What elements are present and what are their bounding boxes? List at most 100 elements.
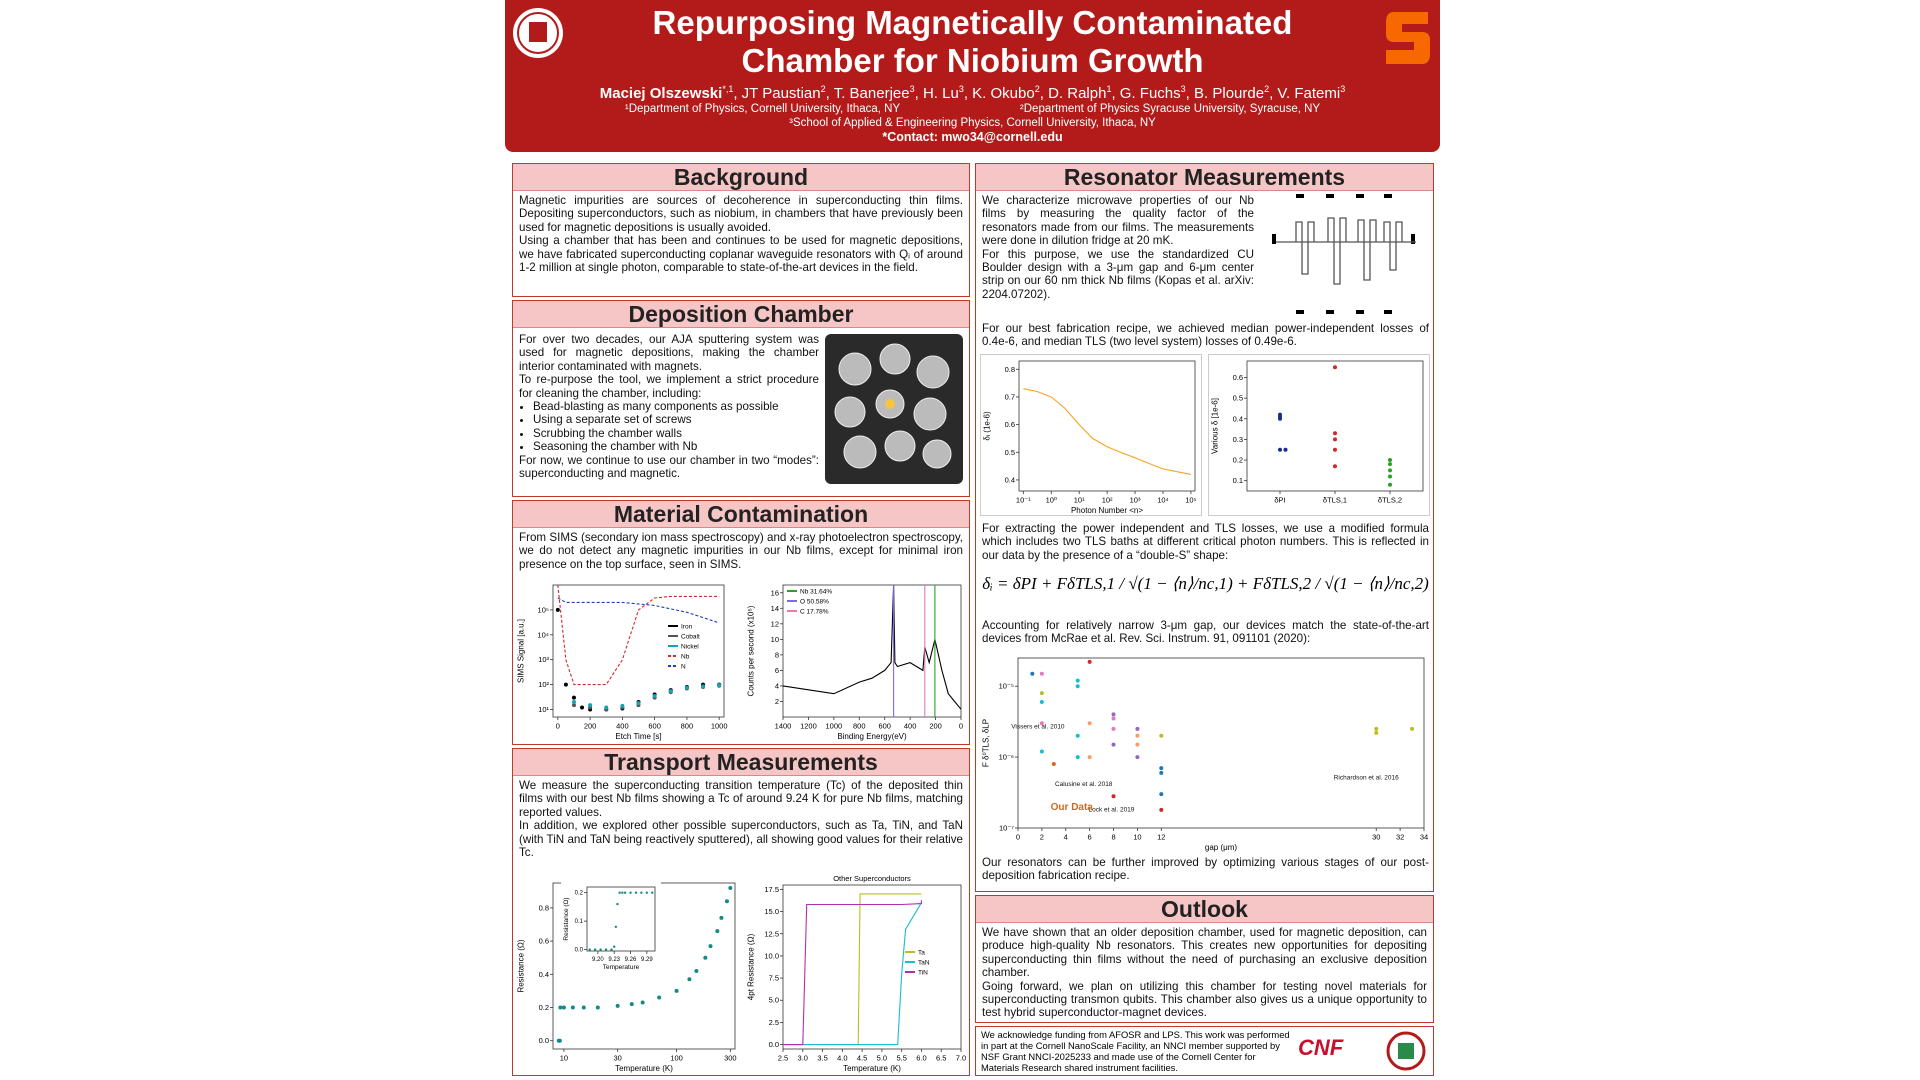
y-axis-label: 4pt Resistance (Ω) [747,933,756,1000]
cnf-logo: CNF [1298,1035,1344,1060]
x-tick-label: 10⁵ [1185,496,1196,505]
paragraph: To re-purpose the tool, we implement a s… [519,373,819,400]
x-tick-label: 4.0 [837,1054,847,1063]
affiliation: ²Department of Physics Syracuse Universi… [1019,103,1321,115]
x-tick-label: 3.0 [798,1054,808,1063]
point [634,891,638,894]
point [1111,726,1116,731]
point [1159,766,1164,771]
x-tick-label: δTLS,1 [1323,496,1347,505]
y-tick-label: 0.4 [1233,414,1243,423]
legend-label: Iron [681,624,693,631]
point [724,899,729,904]
paragraph: From SIMS (secondary ion mass spectrosco… [519,531,963,571]
y-tick-label: 0.8 [1005,365,1015,374]
x-tick-label: 4 [1064,833,1068,842]
y-tick-label: 4 [775,681,779,690]
author-sup: 2 [820,84,826,94]
y-tick-label: 0.6 [1233,373,1243,382]
point [687,977,692,982]
point [1087,659,1092,664]
point [561,1005,566,1010]
point [1135,726,1140,731]
material-section: Material Contamination From SIMS (second… [512,500,970,745]
plot: 0 2 4 6 8 10 12 30 32 34 10⁻⁷ 10⁻⁶ 10⁻⁵ gap (μm) F δ⁰T… [982,657,1428,852]
legend-label: Cobalt [681,634,700,641]
nb-transport-figure: 10 30 100 300 0.0 0.2 0.4 0.6 0.8 Temperature (K)… [515,877,741,1073]
y-tick-label: 14 [771,604,779,613]
point [652,693,657,698]
point [640,1000,645,1005]
plot-frame [782,584,962,718]
gap-figure: 0 2 4 6 8 10 12 30 32 34 10⁻⁷ 10⁻⁶ 10⁻⁵ gap (μm) F δ⁰T… [980,652,1430,852]
x-tick-label: 1200 [800,722,817,731]
plot: 1400 1200 1000 800 600 400 200 0 2 4 6 8 10 12 14 16 Bin… [747,584,963,741]
paragraph: We measure the superconducting transitio… [519,779,963,819]
paragraph: Accounting for relatively narrow 3-μm ga… [982,619,1429,646]
x-tick-label: 800 [853,722,866,731]
author-name: B. Plourde [1194,85,1265,102]
y-tick-label: 0.5 [1005,448,1015,457]
formula: δᵢ = δPI + FδTLS,1 / √(1 − ⟨n⟩/nc,1) + F… [982,574,1429,593]
x-tick-label: 4.5 [857,1054,867,1063]
point [1039,671,1044,676]
x-tick-label: 600 [878,722,891,731]
resonator-design [1272,194,1416,314]
x-tick-label: 400 [904,722,917,731]
point [610,948,613,951]
author-sup: 3 [909,84,915,94]
author-name: H. Lu [922,85,959,102]
y-tick-label: 5.0 [769,996,779,1005]
point [1278,416,1282,421]
y-tick-label: 7.5 [769,974,779,983]
legend-label: Ta [918,950,925,957]
x-tick-label: 400 [616,722,629,731]
paragraph: For over two decades, our AJA sputtering… [519,333,819,373]
x-axis-label: Temperature [603,964,640,971]
series-line [557,597,720,624]
annotation: Our Data [1051,802,1094,813]
x-tick-label: 34 [1420,833,1428,842]
point [1039,721,1044,726]
x-axis-label: Binding Energy(eV) [837,732,907,741]
affiliations: ¹Department of Physics, Cornell Universi… [505,102,1440,116]
point [1039,699,1044,704]
legend-label: Nb 31.64% [800,589,832,596]
author-name: Maciej Olszewski [599,85,723,102]
loss-box-figure: δPI δTLS,1 δTLS,2 0.1 0.2 0.3 0.4 0.5 0.6 Various… [1208,354,1430,516]
paragraph: Magnetic impurities are sources of decoh… [519,194,963,234]
y-tick-label: 10⁻⁷ [999,824,1014,833]
title: Repurposing Magnetically Contaminated Cha… [652,4,1293,79]
paragraph: For our best fabrication recipe, we achi… [982,322,1429,349]
x-tick-label: 6.5 [936,1054,946,1063]
x-tick-label: 32 [1396,833,1404,842]
legend-label: Nb [681,654,690,661]
legend-label: Nickel [681,644,699,651]
x-tick-label: 10¹ [1074,496,1085,505]
point [620,703,625,708]
point [588,703,593,708]
point [1410,726,1415,731]
x-tick-label: 6 [1088,833,1092,842]
bullet: Bead-blasting as many components as poss… [533,400,819,413]
point [1111,716,1116,721]
plot-frame [1018,360,1196,492]
x-tick-label: 0 [959,722,963,731]
author-name: G. Fuchs [1119,85,1181,102]
point [558,1005,563,1010]
y-tick-label: 0.0 [539,1036,549,1045]
x-tick-label: 1000 [826,722,843,731]
point [1135,742,1140,747]
x-axis-label: gap (μm) [1205,843,1238,852]
point [1039,749,1044,754]
other-sc-figure: 2.5 3.0 3.5 4.0 4.5 5.0 5.5 6.0 6.5 7.0 0.0 2.5 5.0 7… [745,871,967,1073]
legend-label: TaN [918,960,930,967]
y-tick-label: 12.5 [764,929,779,938]
x-tick-label: 9.20 [592,957,604,963]
y-tick-label: 6 [775,666,779,675]
author: JT Paustian2, [741,84,834,102]
x-axis-label: Temperature (K) [843,1064,901,1073]
point [1333,447,1337,452]
paragraph: For now, we continue to use our chamber … [519,453,819,481]
x-tick-label: 9.29 [641,957,653,963]
